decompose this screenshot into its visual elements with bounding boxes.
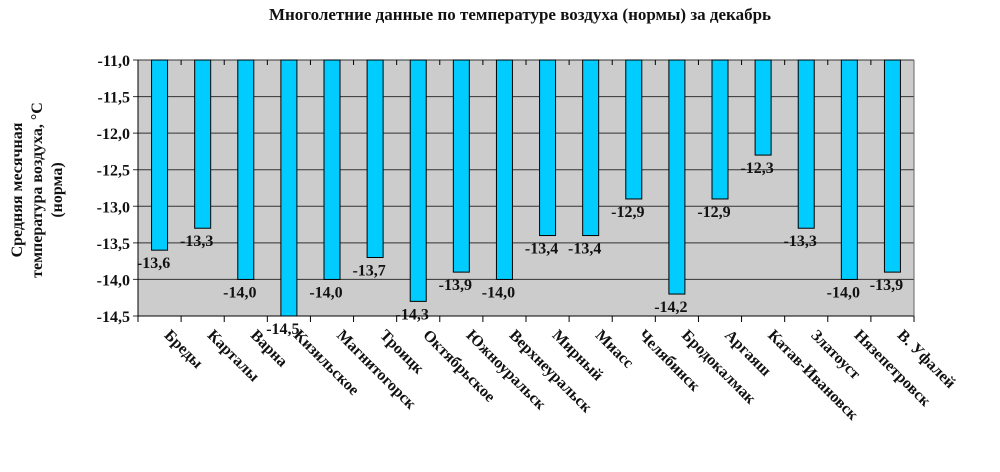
data-label: -14,0 bbox=[827, 284, 860, 301]
y-axis-label-line-1: Средняя месячная bbox=[9, 122, 26, 257]
y-tick-label: -13,0 bbox=[97, 199, 130, 216]
bar bbox=[840, 59, 858, 280]
y-tick-label: -12,0 bbox=[97, 126, 130, 143]
bar bbox=[151, 59, 169, 251]
x-tick-label: Бродокалмак bbox=[678, 327, 759, 408]
bar bbox=[711, 59, 729, 200]
y-tick-label: -12,5 bbox=[97, 163, 130, 180]
bar bbox=[280, 59, 298, 317]
bar bbox=[754, 59, 772, 156]
bar bbox=[237, 59, 255, 280]
data-label: -14,0 bbox=[482, 284, 515, 301]
x-tick-label: Нязепетровск bbox=[851, 327, 935, 411]
x-tick-label: Бреды bbox=[161, 327, 207, 373]
data-label: -12,9 bbox=[697, 204, 730, 221]
data-label: -14,2 bbox=[654, 299, 687, 316]
data-label: -14,0 bbox=[223, 284, 256, 301]
y-tick-label: -11,5 bbox=[98, 90, 130, 107]
data-label: -13,9 bbox=[870, 277, 903, 294]
data-label: -14,0 bbox=[309, 284, 342, 301]
bar bbox=[452, 59, 470, 273]
bar bbox=[883, 59, 901, 273]
bar bbox=[625, 59, 643, 200]
y-axis-label-line-2: температура воздуха, °С bbox=[29, 102, 46, 278]
data-label: -14,5 bbox=[266, 321, 299, 338]
bar bbox=[194, 59, 212, 229]
y-tick-label: -14,5 bbox=[97, 309, 130, 326]
data-label: -13,7 bbox=[352, 262, 385, 279]
bar bbox=[668, 59, 686, 295]
data-label: -13,4 bbox=[568, 241, 601, 258]
bar bbox=[495, 59, 513, 280]
chart-title: Многолетние данные по температуре воздух… bbox=[269, 5, 771, 24]
data-label: -14,3 bbox=[396, 306, 429, 323]
y-tick-label: -14,0 bbox=[97, 272, 130, 289]
y-tick-label: -13,5 bbox=[97, 236, 130, 253]
data-label: -12,9 bbox=[611, 204, 644, 221]
data-label: -13,3 bbox=[180, 233, 213, 250]
plot-area bbox=[138, 60, 914, 316]
y-tick-label: -11,0 bbox=[98, 53, 130, 70]
data-label: -13,3 bbox=[784, 233, 817, 250]
data-label: -13,9 bbox=[439, 277, 472, 294]
bar bbox=[366, 59, 384, 258]
bar bbox=[539, 59, 557, 237]
bar bbox=[409, 59, 427, 302]
y-axis-label: Средняя месячная температура воздуха, °С… bbox=[9, 102, 66, 278]
data-label: -13,6 bbox=[137, 255, 170, 272]
data-label: -12,3 bbox=[740, 160, 773, 177]
data-label: -13,4 bbox=[525, 241, 558, 258]
bar bbox=[323, 59, 341, 280]
bar bbox=[797, 59, 815, 229]
bar bbox=[582, 59, 600, 237]
y-axis-label-line-3: (норма) bbox=[49, 162, 66, 217]
